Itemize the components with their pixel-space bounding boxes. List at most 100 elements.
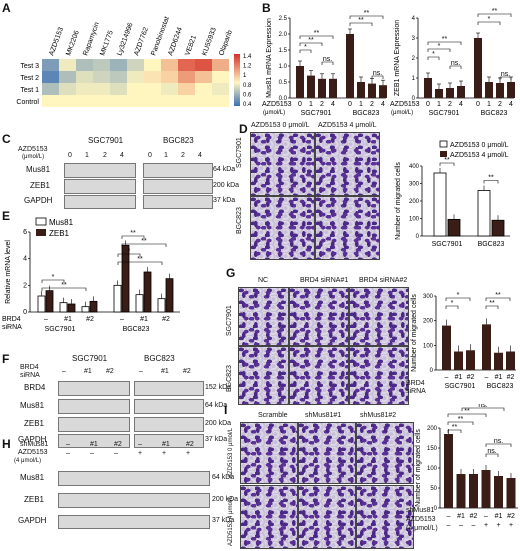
i-treat-3: (4 μmol/L)	[406, 525, 438, 532]
heatmap-cell	[178, 95, 195, 107]
heatmap-cell	[161, 59, 178, 71]
colorbar-tick: 0.8	[243, 83, 252, 89]
b-sig-bracket	[499, 76, 512, 80]
i-sh-label: #2	[507, 513, 515, 520]
f-row-gapdh: GAPDH	[18, 435, 47, 444]
i-row-2: AZD5153 4 μmol/L	[228, 495, 234, 546]
g-col-3: BRD4 siRNA#2	[359, 277, 408, 284]
i-image-scr-4	[240, 485, 298, 549]
heatmap-row-label: Test 2	[20, 75, 39, 82]
g-group-label: BGC823	[487, 383, 514, 390]
f-treat-1: BRD4	[20, 364, 39, 371]
b-group-label: SGC7901	[429, 110, 460, 117]
d-col-2: AZD5153 4 μmol/L	[318, 122, 377, 129]
i-azd-label: –	[447, 522, 451, 529]
d-y-tick-label: 200	[409, 199, 420, 205]
bar	[157, 298, 166, 313]
g-col-2: BRD4 siRNA#1	[300, 277, 349, 284]
b-dose-label: 4	[331, 101, 335, 108]
d-image-bgc-0	[250, 196, 315, 260]
heatmap-cell	[195, 83, 212, 95]
b-group-label: BGC823	[353, 110, 380, 117]
bar	[466, 350, 475, 370]
e-y-label: Relative mRNA level	[5, 240, 12, 304]
bar	[496, 83, 504, 98]
g-image-bgc-nc	[238, 346, 289, 405]
f-row-brd4: BRD4	[24, 383, 46, 392]
heatmap-cell	[42, 59, 59, 71]
heatmap-cell	[144, 83, 161, 95]
panel-label-c: C	[2, 132, 11, 146]
i-image-scr-0	[240, 422, 298, 484]
b-sig-label: **	[364, 10, 370, 17]
c-dose-label: 4	[120, 152, 124, 159]
e-x-label: –	[44, 316, 48, 323]
i-azd-label: –	[472, 522, 476, 529]
e-sig-2-label: **	[61, 282, 67, 289]
heatmap-cell	[178, 83, 195, 95]
f-blot-zeb1-b	[134, 417, 204, 432]
b-sig-label: **	[358, 17, 364, 24]
heatmap-cell	[93, 59, 110, 71]
b-sig-label: *	[304, 44, 307, 51]
bar	[307, 75, 315, 98]
e-sig-1-label: *	[52, 274, 55, 281]
g-treat-1: BRD4	[406, 380, 425, 387]
f-blot-zeb1	[58, 417, 130, 432]
f-size-4: 37 kDa	[205, 436, 228, 443]
b-sig-bracket	[349, 22, 373, 26]
f-treat-2: siRNA	[20, 372, 40, 379]
i-y-tick-label: 150	[427, 446, 438, 452]
i-azd-label: –	[459, 522, 463, 529]
b-sig-bracket	[299, 42, 323, 46]
heatmap-cell	[110, 59, 127, 71]
g-y-label: Number of migrated cells	[411, 294, 418, 372]
bar	[447, 218, 461, 237]
i-image-sh1-0	[298, 422, 356, 484]
h-row-mus81: Mus81	[20, 473, 45, 482]
e-sig-4-label: **	[137, 256, 143, 263]
g-sig-4-label: **	[495, 292, 501, 299]
f-lane-label: –	[139, 368, 143, 375]
b-dose-label: 1	[487, 101, 491, 108]
i-y-tick-label: 200	[427, 426, 438, 432]
b-y-tick-label: 2.5	[279, 16, 288, 22]
i-azd-label: +	[484, 522, 488, 529]
bar	[424, 78, 432, 98]
b-dose-label: 2	[448, 101, 452, 108]
c-blot-row-zeb1-b	[143, 179, 213, 194]
heatmap-cell	[161, 83, 178, 95]
i-azd-label: +	[509, 522, 513, 529]
b-dose-label: 4	[381, 101, 385, 108]
c-blot-row-mus81-b	[143, 163, 213, 178]
bar	[368, 83, 376, 98]
g-sig-3-label: **	[489, 300, 495, 307]
heatmap-cell	[76, 83, 93, 95]
b-treatment: AZD5153	[390, 101, 420, 108]
g-image-sgc-nc	[238, 287, 289, 346]
g-x-label: –	[445, 374, 449, 381]
b-sig-label: **	[492, 8, 498, 15]
g-sig-1-bracket	[445, 305, 459, 309]
f-size-1: 152 kDa	[205, 384, 232, 391]
c-size-1: 64 kDa	[213, 166, 236, 173]
d-y-tick-label: 300	[409, 182, 420, 188]
f-lane-label: –	[62, 368, 66, 375]
i-sig-3-bracket	[447, 413, 487, 417]
b-y-tick-label: 0.0	[279, 96, 288, 102]
d-y-tick-label: 100	[409, 217, 420, 223]
c-size-3: 37 kDa	[213, 197, 236, 204]
c-row-zeb1: ZEB1	[30, 181, 51, 190]
bar	[507, 82, 515, 98]
b-y-tick-label: 4	[412, 16, 416, 22]
bar	[143, 271, 152, 313]
c-dose-label: 0	[148, 152, 152, 159]
bar	[442, 325, 451, 370]
e-sig-5-bracket	[121, 235, 145, 239]
heatmap-cell	[195, 59, 212, 71]
b-y-tick-label: 0	[412, 96, 416, 102]
bar	[89, 300, 98, 313]
d-sig-2-bracket	[483, 180, 499, 184]
g-group-label: SGC7901	[445, 383, 476, 390]
b-sig-label: **	[442, 36, 448, 43]
